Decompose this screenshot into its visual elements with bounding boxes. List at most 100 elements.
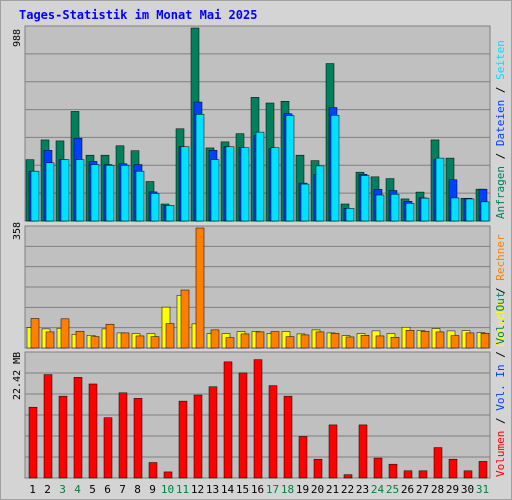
x-tick-label: 10 [161,483,174,496]
x-tick-label: 21 [326,483,339,496]
bar-volumen [463,470,473,479]
bar-volumen [448,458,458,479]
bar-volumen [73,377,83,479]
x-tick-label: 17 [266,483,279,496]
bar-volumen [178,400,188,479]
bar-rechner [300,334,310,349]
x-tick-label: 27 [416,483,429,496]
x-tick-label: 26 [401,483,414,496]
x-tick-label: 18 [281,483,294,496]
bar-seiten [150,193,160,222]
bar-seiten [30,170,40,222]
bar-rechner [270,331,280,349]
legend-item: Vol. Out [494,292,507,345]
x-tick-label: 16 [251,483,264,496]
bar-volumen [193,394,203,479]
bar-volumen [238,372,248,479]
bar-rechner [150,336,160,349]
bar-seiten [255,131,265,222]
x-tick-label: 1 [29,483,36,496]
bar-volumen [418,470,428,479]
bar-rechner [240,333,250,349]
x-tick-label: 31 [476,483,489,496]
bar-seiten [375,194,385,222]
bar-seiten [465,198,475,222]
bar-volumen [478,461,488,479]
bar-rechner [375,335,385,349]
bar-seiten [420,197,430,222]
x-tick-label: 15 [236,483,249,496]
bar-seiten [345,208,355,222]
legend-bottom: Volumen / Vol. In / Vol. Out [494,292,507,477]
x-tick-label: 30 [461,483,474,496]
legend-item: Besuche [494,301,507,347]
x-tick-label: 7 [119,483,126,496]
bar-seiten [435,157,445,222]
bar-rechner [90,336,100,349]
bar-volumen [103,417,113,479]
bar-rechner [435,331,445,349]
bar-volumen [163,471,173,479]
bar-volumen [268,385,278,479]
bar-seiten [300,183,310,222]
x-tick-label: 14 [221,483,235,496]
bar-rechner [165,323,175,349]
bottom-ymax-label: 22.42 MB [12,352,23,400]
bar-seiten [45,162,55,222]
bar-rechner [45,331,55,349]
bar-seiten [240,147,250,222]
x-tick-label: 9 [149,483,156,496]
x-tick-label: 19 [296,483,309,496]
bar-seiten [195,114,205,222]
bar-rechner [120,332,130,349]
bar-volumen [58,395,68,479]
bar-volumen [388,463,398,479]
legend-item: Seiten [494,40,507,80]
bar-rechner [255,331,265,349]
bar-seiten [450,197,460,222]
legend-item: Rechner [494,234,507,281]
bar-rechner [195,227,205,349]
bar-rechner [180,289,190,349]
bar-seiten [270,147,280,222]
bar-rechner [465,332,475,349]
bar-volumen [328,424,338,479]
bar-rechner [330,333,340,349]
x-tick-label: 29 [446,483,459,496]
bar-rechner [420,330,430,349]
x-tick-label: 28 [431,483,444,496]
bar-volumen [313,458,323,479]
bar-rechner [60,318,70,349]
x-tick-label: 8 [134,483,141,496]
bar-rechner [210,329,220,349]
bar-volumen [208,386,218,479]
bar-rechner [135,335,145,349]
bar-volumen [133,398,143,479]
x-tick-label: 5 [89,483,96,496]
bar-volumen [358,424,368,479]
bar-rechner [105,323,115,349]
x-tick-label: 4 [74,483,81,496]
bar-seiten [165,205,175,222]
bar-volumen [253,359,263,479]
legend-middle: Besuche / Rechner [494,234,507,347]
bar-rechner [405,329,415,349]
x-tick-label: 24 [371,483,385,496]
bar-volumen [298,436,308,479]
bar-rechner [390,337,400,349]
bar-volumen [118,392,128,479]
x-tick-label: 23 [356,483,369,496]
bar-rechner [225,337,235,349]
bar-volumen [28,406,38,479]
bar-seiten [405,202,415,222]
x-tick-label: 25 [386,483,399,496]
bar-seiten [480,201,490,222]
bar-rechner [360,335,370,349]
bar-seiten [210,159,220,222]
bar-volumen [223,361,233,479]
x-tick-label: 3 [59,483,66,496]
bar-seiten [330,115,340,222]
bar-seiten [75,159,85,222]
bar-rechner [480,333,490,349]
